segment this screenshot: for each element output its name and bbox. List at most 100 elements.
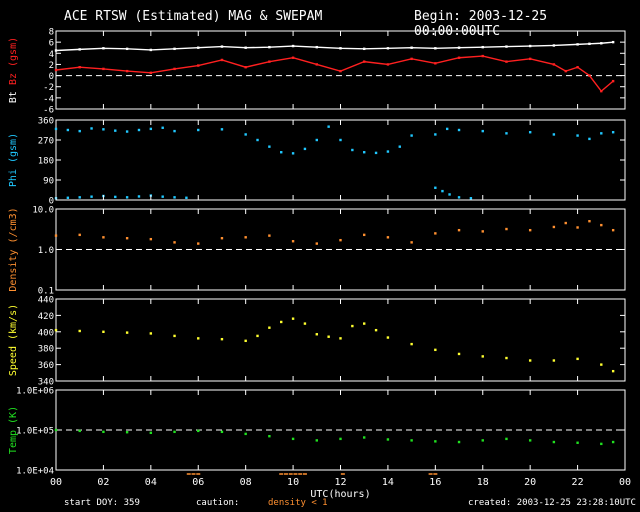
data-point (90, 127, 93, 130)
data-point (564, 221, 567, 225)
data-point (611, 131, 615, 134)
data-point (448, 193, 451, 196)
phi-axis-label: Phi (gsm) (8, 133, 19, 187)
data-point (54, 49, 58, 52)
data-point (268, 434, 271, 438)
data-point (386, 63, 390, 66)
data-point (576, 226, 579, 229)
data-point (445, 127, 449, 131)
data-point (600, 89, 603, 93)
data-point (102, 128, 105, 131)
data-point (125, 431, 129, 434)
axis-label-part: (gsm) (8, 37, 19, 73)
data-point (244, 66, 247, 69)
caution-label: caution: (196, 498, 240, 508)
data-point (457, 56, 461, 59)
data-point (256, 334, 259, 338)
data-point (339, 138, 342, 142)
data-point (197, 242, 200, 245)
y-tick-label: 340 (38, 378, 54, 388)
data-point (173, 334, 176, 338)
data-point (244, 339, 247, 343)
data-point (291, 240, 295, 243)
data-point (303, 147, 307, 151)
data-point (611, 440, 615, 444)
data-point (552, 63, 556, 66)
data-point (410, 134, 413, 137)
data-point (457, 440, 461, 444)
data-point (149, 431, 153, 435)
x-tick-label: 10 (287, 477, 299, 488)
data-point (303, 322, 307, 325)
data-point (149, 332, 153, 335)
axis-label-part: Phi (8, 169, 19, 187)
data-point (434, 232, 437, 235)
data-point (481, 54, 484, 58)
data-point (173, 129, 176, 133)
y-tick-label: 90 (43, 177, 54, 187)
series-line (55, 41, 614, 52)
data-point (528, 44, 532, 48)
series-density (54, 219, 615, 245)
data-point (125, 237, 129, 240)
data-point (149, 71, 153, 74)
phi-panel: 360 270 180 90 0 Phi (gsm) (8, 117, 626, 207)
data-point (505, 437, 508, 441)
data-point (611, 79, 615, 83)
data-point (588, 74, 591, 77)
data-point (611, 40, 615, 44)
data-point (528, 57, 532, 61)
data-point (125, 69, 129, 73)
x-tick-label: 00 (50, 477, 62, 488)
y-tick-label: 0 (49, 72, 54, 82)
data-point (410, 439, 413, 442)
x-tick-label: 02 (97, 477, 109, 488)
data-point (280, 320, 283, 324)
y-tick-label: -6 (43, 106, 54, 116)
data-point (315, 439, 318, 442)
data-point (327, 125, 330, 128)
data-point (339, 437, 342, 441)
data-point (386, 150, 390, 153)
data-point (457, 352, 461, 356)
y-tick-label: 2 (49, 61, 54, 71)
data-point (220, 45, 224, 48)
data-point (374, 151, 378, 155)
data-point (315, 333, 318, 336)
data-point (505, 132, 508, 135)
data-point (197, 337, 200, 340)
temp-axis-label: Temp (K) (8, 406, 19, 454)
data-point (78, 48, 81, 51)
x-tick-label: 00 (619, 477, 631, 488)
series-phi (54, 125, 615, 155)
data-point (137, 128, 141, 132)
data-point (114, 195, 117, 199)
data-point (185, 196, 188, 199)
data-point (339, 69, 342, 73)
data-point (268, 45, 271, 49)
data-point (268, 234, 271, 237)
data-point (149, 48, 153, 52)
data-point (244, 432, 247, 436)
y-tick-label: 4 (49, 50, 54, 60)
data-point (588, 137, 591, 141)
data-point (576, 43, 579, 46)
data-point (291, 56, 295, 59)
data-point (386, 336, 390, 339)
data-point (457, 228, 461, 232)
data-point (220, 58, 224, 62)
y-tick-label: 1.0 (38, 246, 54, 256)
bt-bz-axis-label: Bt Bz (gsm) (8, 37, 19, 103)
x-tick-label: 06 (192, 477, 204, 488)
y-tick-label: 420 (38, 312, 54, 322)
data-point (434, 440, 437, 443)
data-point (481, 355, 484, 358)
data-point (351, 324, 354, 328)
data-point (505, 60, 508, 63)
y-tick-label: 1.0E+05 (16, 427, 54, 437)
data-point (434, 47, 437, 50)
data-point (125, 130, 129, 133)
density-axis-label: Density (/cm3) (8, 207, 19, 291)
data-point (244, 236, 247, 239)
